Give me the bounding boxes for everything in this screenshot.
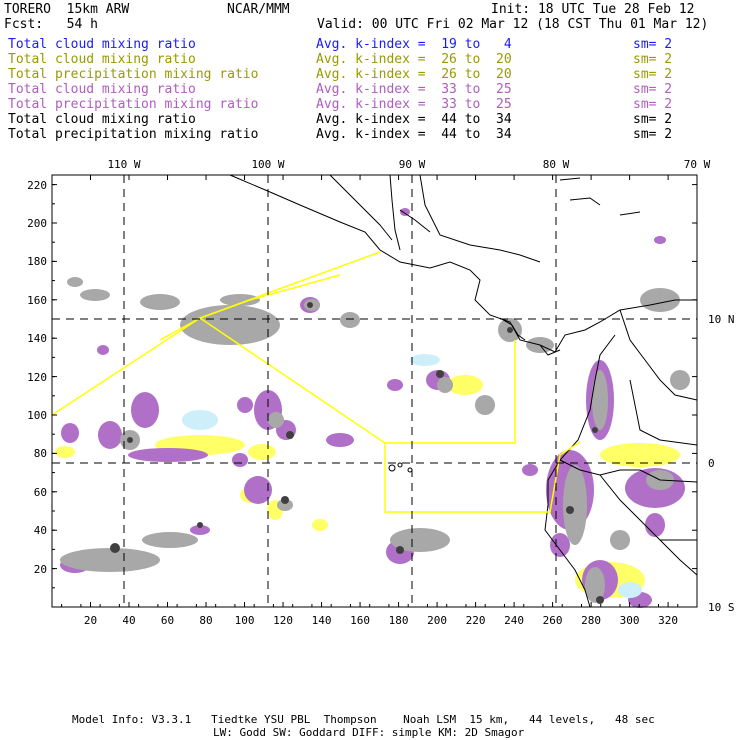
y-tick-label: 60 (33, 485, 47, 499)
grid-lines (52, 175, 697, 607)
ecuador-peru-border (559, 459, 697, 541)
y-tick-label: 120 (27, 370, 47, 384)
y-tick-label: 160 (27, 293, 47, 307)
x-tick-label: 20 (83, 614, 98, 627)
x-tick-label: 100 (234, 614, 255, 627)
model-info: Model Info: V3.3.1 Tiedtke YSU PBL Thomp… (72, 713, 655, 726)
x-tick-label: 240 (504, 614, 525, 627)
y-tick-label: 200 (27, 217, 47, 230)
legend-field: Total precipitation mixing ratio (8, 97, 259, 112)
forecast-hour: Fcst: 54 h (4, 17, 98, 32)
boundary-north (159, 274, 341, 341)
x-tick-label: 300 (619, 614, 640, 627)
axis-ticks (52, 175, 697, 607)
y-tick-label: 180 (27, 255, 47, 269)
legend-field: Total cloud mixing ratio (8, 52, 196, 67)
legend-field: Total cloud mixing ratio (8, 82, 196, 97)
south-america-coast (544, 334, 616, 608)
legend-sm: sm= 2 (633, 52, 673, 67)
legend-sm: sm= 2 (633, 112, 673, 127)
y-tick-label: 40 (33, 524, 47, 538)
legend-kindex: Avg. k-index = 19 to 4 (316, 37, 512, 52)
legend-field: Total precipitation mixing ratio (8, 127, 259, 142)
galapagos-island (388, 464, 396, 472)
top-longitude-label: 70 W (683, 158, 711, 171)
x-tick-label: 200 (427, 614, 447, 627)
costa-rica-panama (499, 317, 561, 356)
y-tick-label: 100 (27, 409, 47, 422)
x-tick-label: 260 (542, 614, 563, 627)
colombia-border (619, 309, 698, 446)
legend-field: Total cloud mixing ratio (8, 112, 196, 127)
cyan-areas (182, 354, 642, 598)
right-latitude-label: 10 N (708, 313, 735, 326)
init-time: Init: 18 UTC Tue 28 Feb 12 (491, 2, 695, 17)
boundary-box (384, 441, 581, 513)
x-tick-label: 140 (311, 614, 332, 627)
x-tick-label: 180 (388, 614, 409, 627)
valid-time: Valid: 00 UTC Fri 02 Mar 12 (18 CST Thu … (317, 17, 709, 32)
legend-kindex: Avg. k-index = 33 to 25 (316, 97, 512, 112)
legend-sm: sm= 2 (633, 82, 673, 97)
legend-sm: sm= 2 (633, 127, 673, 142)
coastlines (229, 174, 698, 608)
y-tick-label: 220 (27, 178, 47, 192)
y-tick-label: 20 (33, 562, 47, 576)
legend-kindex: Avg. k-index = 44 to 34 (316, 112, 512, 127)
yucatan-coast (389, 174, 541, 263)
dark-cloud-cores (110, 302, 604, 604)
galapagos-island-2 (397, 462, 403, 468)
center-name: NCAR/MMM (227, 2, 290, 17)
right-latitude-label: 0 (708, 457, 715, 470)
legend-kindex: Avg. k-index = 26 to 20 (316, 52, 512, 67)
caribbean-islands (559, 177, 641, 216)
legend-kindex: Avg. k-index = 33 to 25 (316, 82, 512, 97)
x-tick-label: 280 (581, 614, 602, 627)
legend-sm: sm= 2 (633, 97, 673, 112)
y-tick-label: 140 (27, 332, 47, 346)
model-name: TORERO 15km ARW (4, 2, 130, 17)
x-tick-label: 40 (122, 614, 136, 627)
x-tick-label: 220 (465, 614, 486, 627)
right-latitude-label: 10 S (708, 601, 735, 614)
legend-sm: sm= 2 (633, 37, 673, 52)
weather-fields (55, 208, 690, 608)
top-longitude-label: 100 W (251, 158, 285, 171)
x-tick-label: 320 (658, 614, 679, 627)
x-tick-label: 60 (160, 614, 175, 627)
legend-sm: sm= 2 (633, 67, 673, 82)
legend-field: Total cloud mixing ratio (8, 37, 196, 52)
y-tick-label: 80 (33, 447, 47, 461)
top-longitude-label: 90 W (398, 158, 426, 171)
central-america-coast (229, 174, 697, 353)
map-frame (51, 174, 698, 608)
legend-field: Total precipitation mixing ratio (8, 67, 259, 82)
grey-cloud-areas (60, 277, 690, 603)
top-longitude-label: 80 W (542, 158, 570, 171)
mexico-border (329, 174, 431, 241)
legend-kindex: Avg. k-index = 44 to 34 (316, 127, 512, 142)
boundary-lines (51, 251, 581, 513)
legend-kindex: Avg. k-index = 26 to 20 (316, 67, 512, 82)
boundary-inner (199, 317, 516, 444)
x-tick-label: 80 (199, 614, 213, 627)
top-longitude-label: 110 W (107, 158, 141, 171)
x-tick-label: 120 (273, 614, 293, 627)
peru-brazil-border (639, 469, 698, 576)
x-tick-label: 160 (350, 614, 370, 627)
model-physics: LW: Godd SW: Goddard DIFF: simple KM: 2D… (213, 726, 525, 739)
